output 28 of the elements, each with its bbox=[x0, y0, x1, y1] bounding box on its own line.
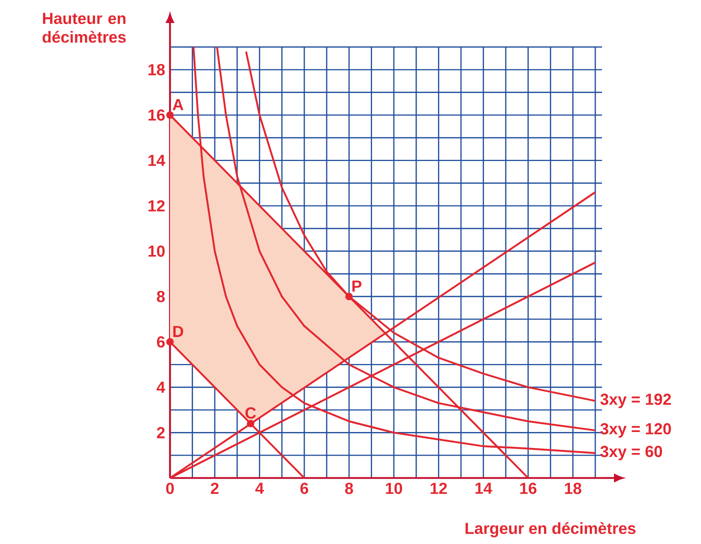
y-tick-label: 12 bbox=[148, 200, 165, 212]
y-tick-label: 16 bbox=[148, 109, 165, 121]
y-tick-label: 8 bbox=[156, 290, 165, 302]
x-tick-label: 16 bbox=[520, 482, 536, 494]
x-tick-label: 4 bbox=[255, 482, 264, 494]
annotation: D bbox=[173, 326, 184, 337]
y-tick-label: 2 bbox=[156, 427, 165, 438]
x-axis-title: Largeur en décimètres bbox=[466, 522, 636, 538]
y-tick-label: 10 bbox=[148, 246, 165, 257]
x-tick-label: 0 bbox=[166, 482, 174, 494]
x-tick-label: 12 bbox=[430, 482, 447, 494]
series-label: 3xy = 120 bbox=[600, 423, 671, 438]
x-tick-label: 18 bbox=[565, 482, 582, 494]
series-label: 3xy = 60 bbox=[600, 446, 662, 460]
y-axis-title: Hauteur en décimètres bbox=[42, 12, 126, 43]
x-tick-label: 2 bbox=[210, 482, 219, 494]
y-tick-label: 14 bbox=[148, 154, 166, 166]
annotation: P bbox=[352, 280, 362, 292]
x-tick-label: 10 bbox=[386, 482, 402, 494]
y-tick-label: 4 bbox=[156, 382, 166, 393]
x-tick-label: 6 bbox=[300, 482, 308, 494]
y-tick-label: 18 bbox=[148, 64, 165, 76]
x-tick-label: 14 bbox=[475, 482, 492, 494]
x-tick-label: 8 bbox=[345, 482, 354, 494]
series-label: 3xy = 192 bbox=[600, 394, 671, 408]
y-tick-label: 6 bbox=[156, 336, 165, 348]
annotation: A bbox=[172, 99, 184, 110]
annotation: C bbox=[245, 407, 256, 419]
